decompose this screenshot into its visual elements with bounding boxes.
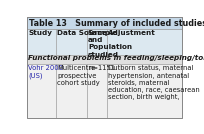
Bar: [27, 55, 182, 64]
Text: Study: Study: [28, 30, 52, 36]
Text: Data Source: Data Source: [57, 30, 107, 36]
Text: n=1151: n=1151: [88, 65, 115, 71]
Bar: [27, 17, 182, 29]
Text: Multicentre
prospective
cohort study: Multicentre prospective cohort study: [57, 65, 100, 86]
Text: Functional problems in feeding/sleeping/toileting: Functional problems in feeding/sleeping/…: [28, 55, 204, 62]
Bar: [56, 29, 87, 55]
Text: Outborn status, maternal
hypertension, antenatal
steroids, maternal
education, r: Outborn status, maternal hypertension, a…: [108, 65, 200, 100]
Bar: [27, 29, 56, 55]
Text: Sample
and
Population
studied: Sample and Population studied: [88, 30, 132, 58]
Text: Table 13   Summary of included studies on neonatal factors: Table 13 Summary of included studies on …: [29, 19, 204, 28]
Bar: [107, 64, 182, 118]
Bar: [56, 64, 87, 118]
Text: Vohr 2000
(US): Vohr 2000 (US): [28, 65, 63, 79]
Bar: [87, 64, 107, 118]
Bar: [107, 29, 182, 55]
Bar: [87, 29, 107, 55]
Text: Adjustment: Adjustment: [108, 30, 156, 36]
Bar: [27, 64, 56, 118]
